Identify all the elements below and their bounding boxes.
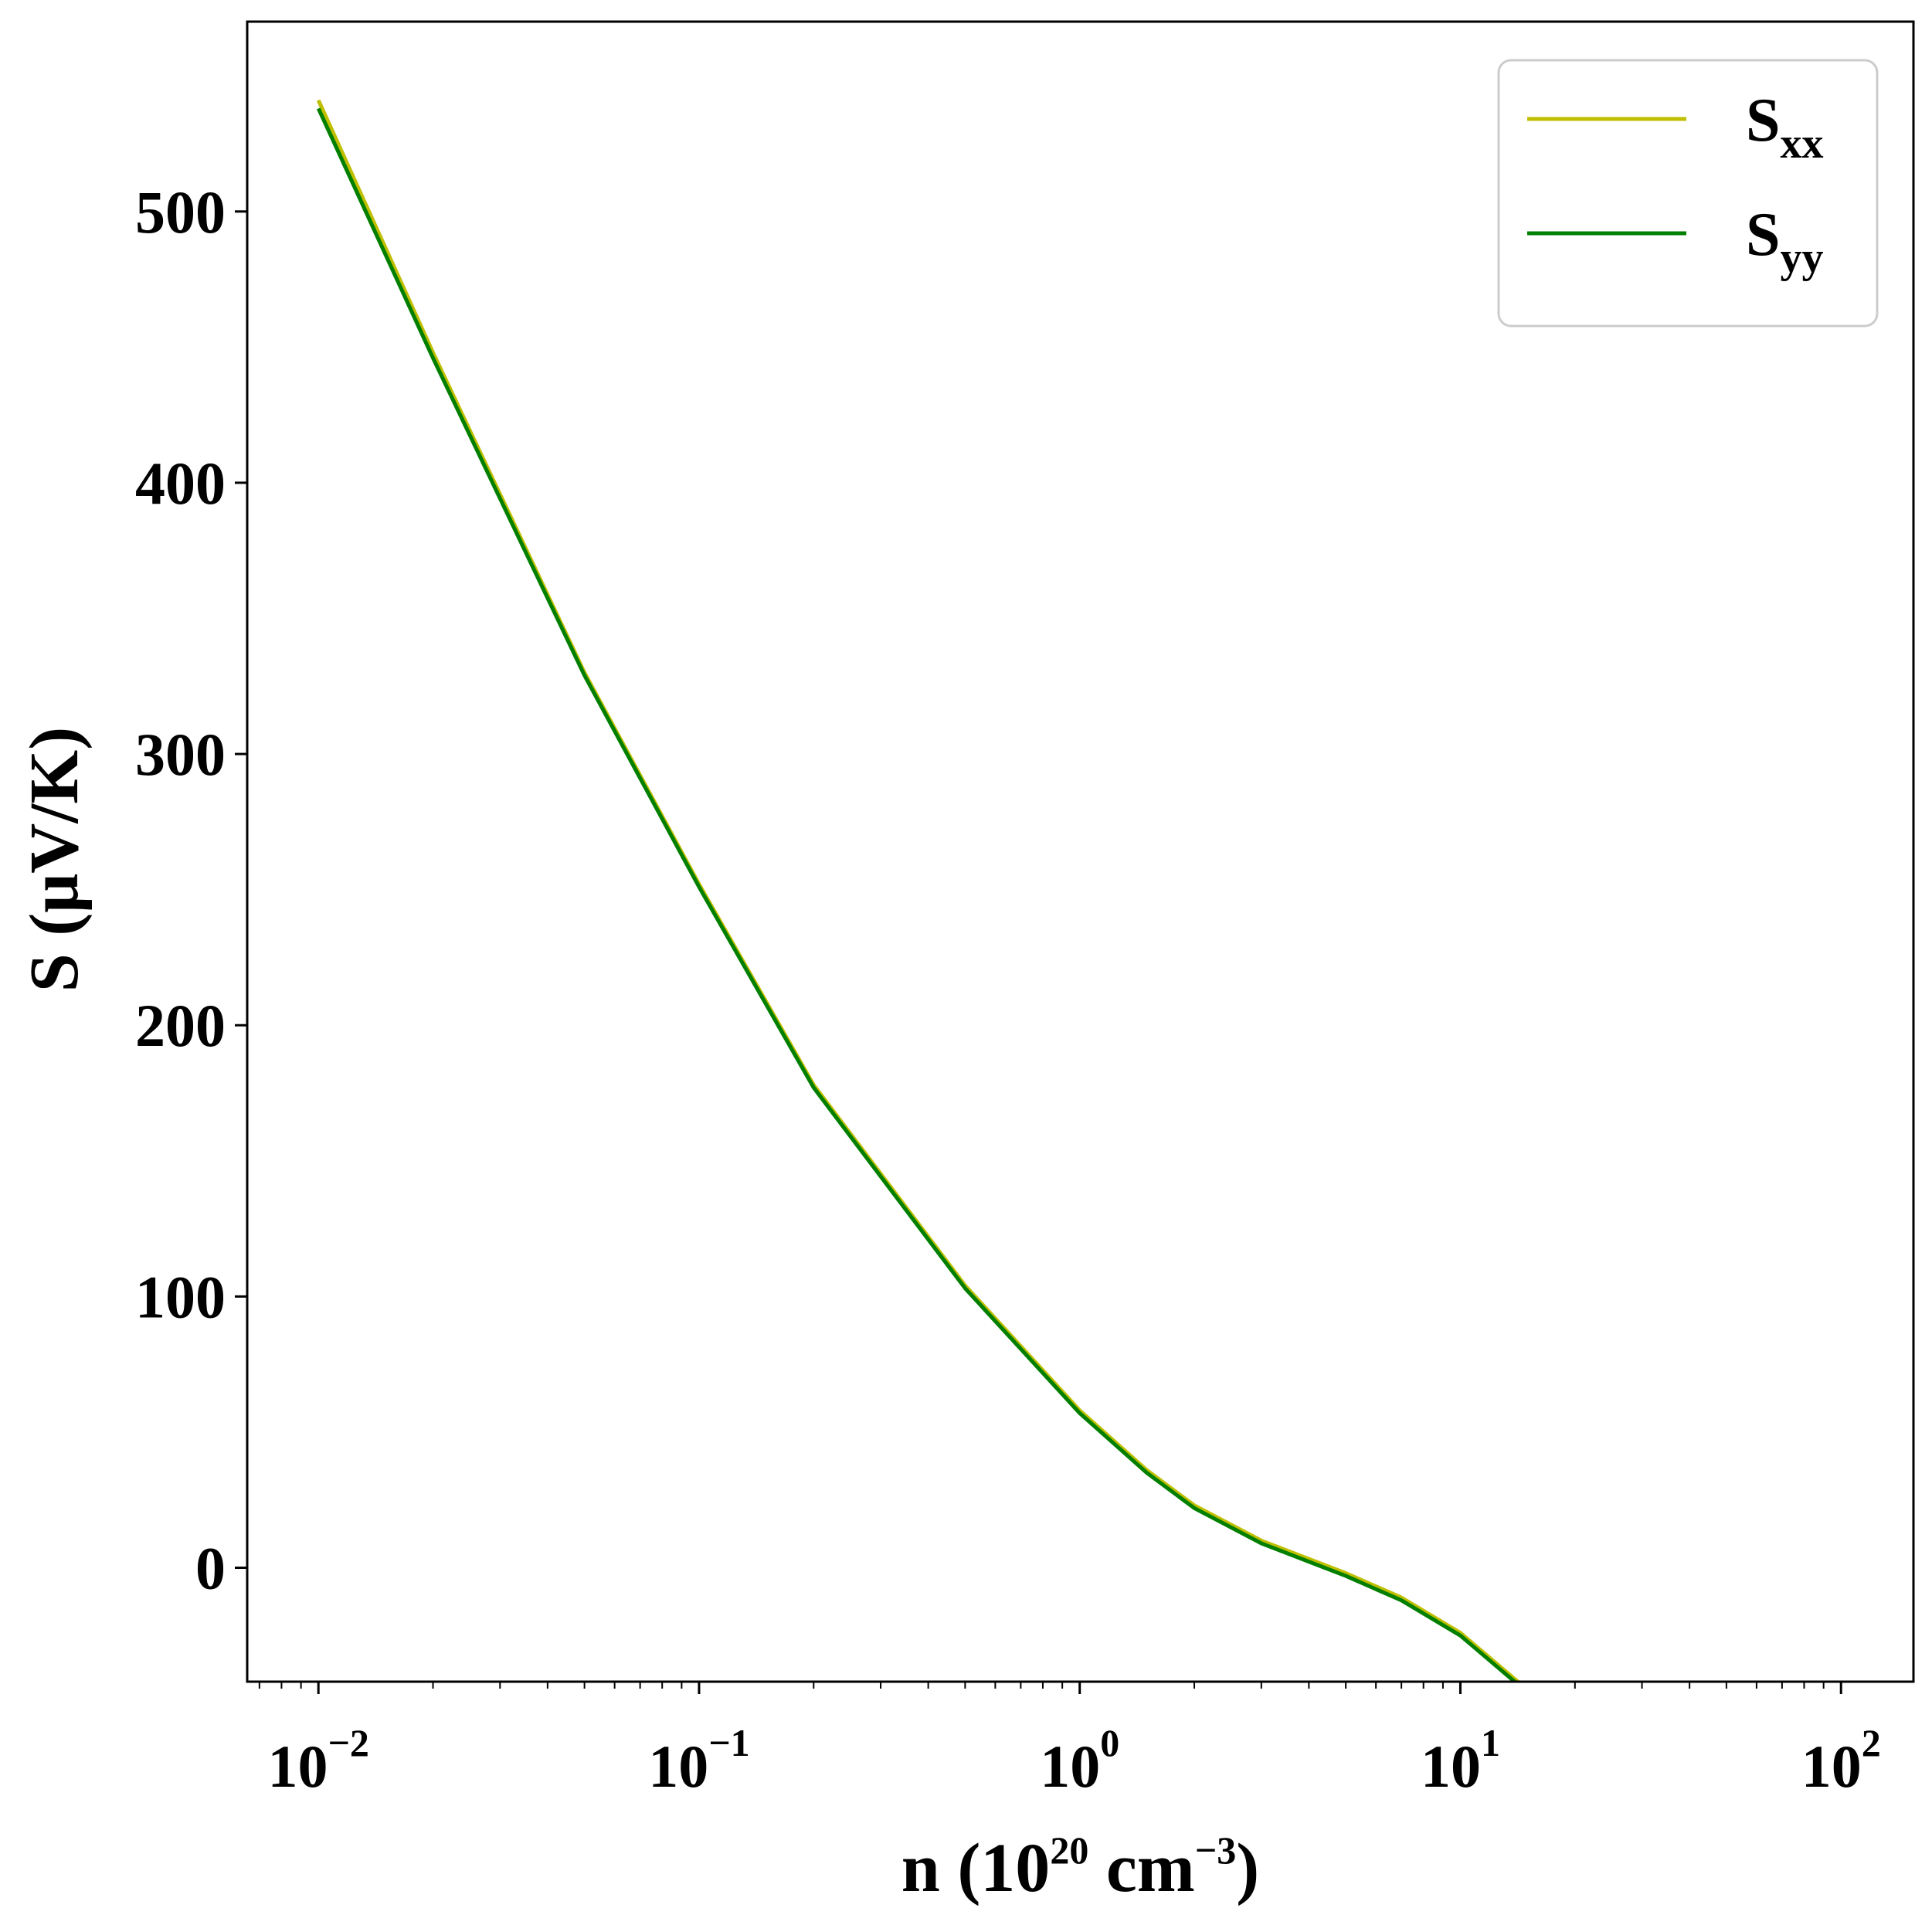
plot-area [316, 99, 1521, 1682]
x-tick-label: 100 [1040, 1721, 1119, 1800]
y-tick-label: 300 [135, 721, 226, 788]
x-axis: 10−2 10−1 100 101 102 [258, 1682, 1881, 1800]
series-line-syy [316, 107, 1518, 1682]
y-axis: 0 100 200 300 400 500 [135, 178, 247, 1602]
legend-entry-label: Syy [1746, 201, 1824, 282]
legend: Sxx Syy [1497, 59, 1879, 328]
y-tick-label: 400 [135, 450, 226, 517]
legend-entry-label: Sxx [1746, 87, 1824, 168]
y-tick-label: 100 [135, 1263, 226, 1330]
x-tick-label: 10−2 [267, 1721, 369, 1800]
x-tick-label: 101 [1421, 1721, 1500, 1800]
x-tick-label: 10−1 [648, 1721, 750, 1800]
y-axis-title: S (μV/K) [16, 727, 93, 993]
x-tick-label: 102 [1801, 1721, 1881, 1800]
x-axis-title: n (1020 cm−3) [901, 1828, 1259, 1906]
y-tick-label: 0 [195, 1535, 226, 1602]
legend-box [1497, 59, 1879, 328]
y-tick-label: 500 [135, 178, 226, 246]
y-tick-label: 200 [135, 992, 226, 1059]
